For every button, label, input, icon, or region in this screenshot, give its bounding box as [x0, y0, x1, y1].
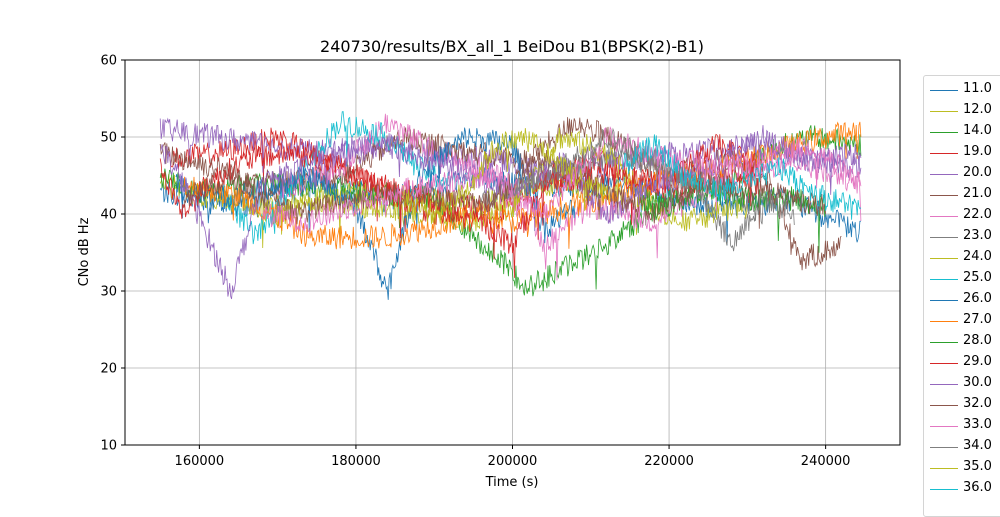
x-tick-label: 180000	[331, 454, 381, 469]
legend-entry: 28.0	[930, 332, 1000, 353]
legend-label: 22.0	[963, 207, 992, 222]
y-tick-label: 60	[100, 54, 117, 69]
y-axis-label: CNo dB Hz	[77, 217, 92, 286]
series-line-32.0	[183, 150, 826, 229]
legend-label: 33.0	[963, 417, 992, 432]
legend-swatch	[930, 384, 958, 385]
y-tick-label: 50	[100, 131, 117, 146]
legend-label: 28.0	[963, 333, 992, 348]
series-layer	[159, 110, 862, 300]
legend-label: 29.0	[963, 354, 992, 369]
legend-label: 23.0	[963, 228, 992, 243]
legend-swatch	[930, 237, 958, 238]
legend-swatch	[930, 405, 958, 406]
legend-entry: 12.0	[930, 101, 1000, 122]
axes: 160000 180000 200000 220000 240000 10 20 30 40 50…	[100, 54, 850, 470]
legend-entry: 35.0	[930, 458, 1000, 479]
legend-swatch	[930, 363, 958, 364]
legend-label: 19.0	[963, 144, 992, 159]
legend-entry: 24.0	[930, 248, 1000, 269]
legend-label: 30.0	[963, 375, 992, 390]
legend-swatch	[930, 321, 958, 322]
series-line-29.0	[159, 133, 764, 278]
legend-swatch	[930, 258, 958, 259]
series-line-35.0	[402, 128, 607, 225]
legend-swatch	[930, 426, 958, 427]
legend-entry: 11.0	[930, 80, 1000, 101]
legend-entry: 29.0	[930, 353, 1000, 374]
legend-label: 35.0	[963, 459, 992, 474]
legend-label: 11.0	[963, 81, 992, 96]
legend-entry: 30.0	[930, 374, 1000, 395]
legend-entry: 21.0	[930, 185, 1000, 206]
legend-entry: 25.0	[930, 269, 1000, 290]
y-tick-label: 10	[100, 439, 117, 454]
legend-swatch	[930, 174, 958, 175]
legend-swatch	[930, 447, 958, 448]
series-line-25.0	[222, 110, 451, 245]
legend-entry: 20.0	[930, 164, 1000, 185]
legend-entry: 34.0	[930, 437, 1000, 458]
legend-entry: 36.0	[930, 479, 1000, 500]
y-tick-label: 30	[100, 285, 117, 300]
legend-label: 26.0	[963, 291, 992, 306]
x-tick-label: 200000	[488, 454, 538, 469]
series-line-27.0	[183, 121, 862, 250]
y-tick-label: 40	[100, 208, 117, 223]
series-line-19.0	[167, 127, 764, 260]
legend-entry: 33.0	[930, 416, 1000, 437]
legend-swatch	[930, 132, 958, 133]
legend-swatch	[930, 111, 958, 112]
legend-entry: 22.0	[930, 206, 1000, 227]
x-tick-label: 160000	[175, 454, 225, 469]
legend-swatch	[930, 468, 958, 469]
legend-label: 32.0	[963, 396, 992, 411]
series-line-33.0	[261, 126, 862, 234]
legend-swatch	[930, 342, 958, 343]
x-tick-label: 220000	[644, 454, 694, 469]
chart: 240730/results/BX_all_1 BeiDou B1(BPSK(2…	[77, 37, 901, 490]
legend-swatch	[930, 195, 958, 196]
legend-label: 34.0	[963, 438, 992, 453]
chart-title: 240730/results/BX_all_1 BeiDou B1(BPSK(2…	[320, 37, 704, 57]
legend-entry: 14.0	[930, 122, 1000, 143]
legend-swatch	[930, 489, 958, 490]
legend-entry: 26.0	[930, 290, 1000, 311]
legend: 11.0 12.0 14.0 19.0 20.0 21.0 22.0 23.0 24.0 25.0…	[923, 75, 1000, 517]
series-line-36.0	[621, 134, 862, 220]
x-tick-label: 240000	[801, 454, 851, 469]
series-line-34.0	[512, 127, 795, 252]
legend-swatch	[930, 153, 958, 154]
legend-label: 27.0	[963, 312, 992, 327]
legend-label: 36.0	[963, 480, 992, 495]
legend-entry: 19.0	[930, 143, 1000, 164]
y-tick-label: 20	[100, 362, 117, 377]
legend-swatch	[930, 300, 958, 301]
legend-label: 25.0	[963, 270, 992, 285]
legend-label: 14.0	[963, 123, 992, 138]
x-axis-label: Time (s)	[485, 475, 539, 490]
series-line-20.0	[159, 117, 862, 207]
legend-entry: 32.0	[930, 395, 1000, 416]
legend-swatch	[930, 216, 958, 217]
legend-label: 12.0	[963, 102, 992, 117]
legend-label: 21.0	[963, 186, 992, 201]
series-line-26.0	[175, 127, 576, 300]
legend-swatch	[930, 279, 958, 280]
legend-swatch	[930, 90, 958, 91]
legend-label: 20.0	[963, 165, 992, 180]
legend-label: 24.0	[963, 249, 992, 264]
legend-entry: 27.0	[930, 311, 1000, 332]
legend-entry: 23.0	[930, 227, 1000, 248]
